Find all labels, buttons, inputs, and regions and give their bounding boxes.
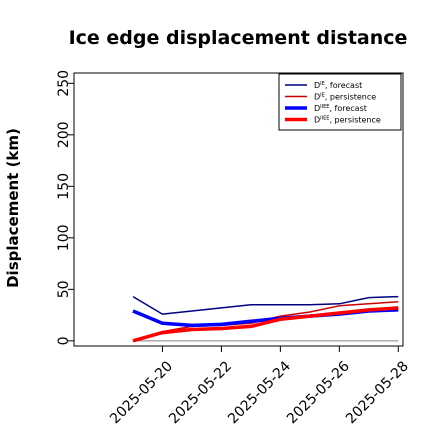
y-tick-label: 150 bbox=[56, 173, 72, 200]
y-axis-label: Displacement (km) bbox=[4, 128, 22, 288]
x-tick-label: 2025-05-28 bbox=[343, 358, 412, 427]
plot-frame bbox=[73, 72, 404, 347]
legend-entry: DIE, persistence bbox=[314, 93, 376, 102]
series-line-1 bbox=[132, 295, 399, 315]
y-tick-label: 250 bbox=[56, 70, 72, 97]
legend-entry: DIIEE, forecast bbox=[314, 104, 367, 113]
legend: DIE, forecast DIE, persistence DIIEE, fore… bbox=[278, 73, 402, 131]
series-line-4 bbox=[132, 306, 399, 343]
y-tick-label: 0 bbox=[56, 336, 72, 345]
y-tick-label: 100 bbox=[56, 224, 72, 251]
y-tick-label: 50 bbox=[56, 280, 72, 298]
legend-entry: DIE, forecast bbox=[314, 81, 362, 90]
chart-title: Ice edge displacement distance bbox=[69, 27, 408, 49]
x-tick-label: 2025-05-20 bbox=[107, 358, 176, 427]
y-tick-label: 200 bbox=[56, 121, 72, 148]
x-tick-label: 2025-05-22 bbox=[166, 358, 235, 427]
legend-entry: DIIEE, persistence bbox=[314, 116, 381, 125]
